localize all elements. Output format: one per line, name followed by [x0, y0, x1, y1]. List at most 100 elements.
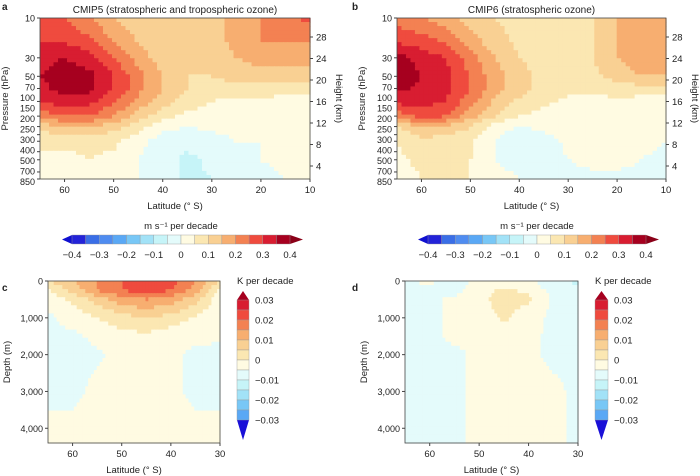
- contour-cell: [179, 54, 185, 59]
- contour-cell: [527, 58, 533, 63]
- contour-cell: [491, 34, 497, 39]
- contour-cell: [553, 78, 559, 84]
- contour-cell: [580, 62, 586, 67]
- contour-cell: [491, 162, 497, 168]
- contour-cell: [562, 126, 568, 132]
- contour-cell: [148, 162, 154, 168]
- contour-cell: [260, 58, 266, 63]
- contour-cell: [238, 54, 244, 59]
- contour-cell: [446, 18, 452, 23]
- contour-cell: [639, 42, 645, 47]
- contour-cell: [441, 150, 447, 156]
- contour-cell: [166, 50, 172, 55]
- contour-cell: [468, 18, 474, 23]
- contour-cell: [166, 170, 172, 176]
- contour-cell: [509, 102, 515, 108]
- contour-cell: [233, 134, 239, 140]
- contour-cell: [553, 150, 559, 156]
- contour-cell: [269, 142, 275, 148]
- contour-cell: [553, 46, 559, 51]
- contour-cell: [491, 78, 497, 84]
- colorbar-tick-label: −0.3: [446, 250, 465, 261]
- contour-cell: [661, 118, 667, 124]
- contour-cell: [432, 134, 438, 140]
- contour-cell: [540, 134, 546, 140]
- contour-cell: [206, 38, 212, 43]
- contour-cell: [450, 118, 456, 124]
- contour-cell: [139, 146, 145, 152]
- contour-cell: [103, 98, 109, 104]
- contour-cell: [125, 154, 131, 160]
- contour-cell: [580, 66, 586, 71]
- contour-cell: [450, 142, 456, 148]
- contour-cell: [211, 142, 217, 148]
- contour-cell: [661, 74, 667, 79]
- contour-cell: [233, 70, 239, 75]
- contour-cell: [549, 130, 555, 136]
- contour-cell: [98, 86, 104, 92]
- contour-cell: [49, 158, 55, 164]
- contour-cell: [157, 62, 163, 67]
- contour-cell: [504, 134, 510, 140]
- contour-cell: [265, 30, 271, 35]
- contour-cell: [405, 138, 412, 144]
- contour-cell: [229, 30, 235, 35]
- contour-cell: [419, 54, 425, 59]
- contour-cell: [139, 138, 145, 144]
- contour-cell: [116, 42, 122, 47]
- contour-cell: [576, 22, 582, 27]
- contour-cell: [459, 46, 465, 51]
- contour-cell: [256, 38, 262, 43]
- contour-cell: [233, 114, 239, 120]
- contour-cell: [148, 22, 154, 27]
- contour-cell: [567, 54, 573, 59]
- contour-cell: [188, 114, 194, 120]
- contour-cell: [652, 154, 658, 160]
- contour-cell: [301, 82, 307, 88]
- contour-cell: [607, 26, 613, 31]
- contour-cell: [621, 58, 627, 63]
- contour-cell: [44, 130, 50, 136]
- contour-cell: [535, 62, 542, 67]
- contour-cell: [125, 146, 131, 152]
- contour-cell: [401, 174, 407, 180]
- contour-cell: [397, 162, 403, 168]
- contour-cell: [233, 86, 239, 92]
- contour-cell: [206, 42, 212, 47]
- contour-cell: [558, 70, 564, 75]
- contour-cell: [116, 134, 122, 140]
- contour-cell: [643, 134, 649, 140]
- contour-cell: [589, 18, 595, 23]
- contour-cell: [455, 98, 461, 104]
- contour-cell: [251, 70, 257, 75]
- contour-cell: [103, 70, 109, 75]
- contour-cell: [94, 18, 100, 23]
- contour-cell: [265, 158, 271, 164]
- contour-cell: [85, 22, 91, 27]
- contour-cell: [251, 150, 257, 156]
- contour-cell: [125, 142, 131, 148]
- contour-cell: [621, 142, 627, 148]
- contour-cell: [558, 22, 564, 27]
- contour-cell: [446, 26, 452, 31]
- contour-cell: [410, 58, 416, 63]
- contour-cell: [260, 162, 266, 168]
- contour-cell: [256, 118, 262, 124]
- contour-cell: [486, 82, 492, 88]
- contour-cell: [428, 114, 434, 120]
- contour-cell: [441, 166, 447, 172]
- colorbar-swatch: [126, 234, 141, 245]
- contour-cell: [405, 38, 412, 43]
- contour-cell: [251, 130, 257, 136]
- contour-cell: [40, 94, 46, 100]
- contour-cell: [233, 174, 239, 180]
- contour-cell: [450, 50, 456, 55]
- contour-cell: [589, 102, 595, 108]
- contour-cell: [540, 142, 546, 148]
- contour-cell: [278, 22, 284, 27]
- contour-cell: [423, 118, 429, 124]
- contour-cell: [211, 42, 217, 47]
- contour-cell: [49, 106, 55, 112]
- contour-cell: [58, 18, 64, 23]
- contour-cell: [58, 50, 64, 55]
